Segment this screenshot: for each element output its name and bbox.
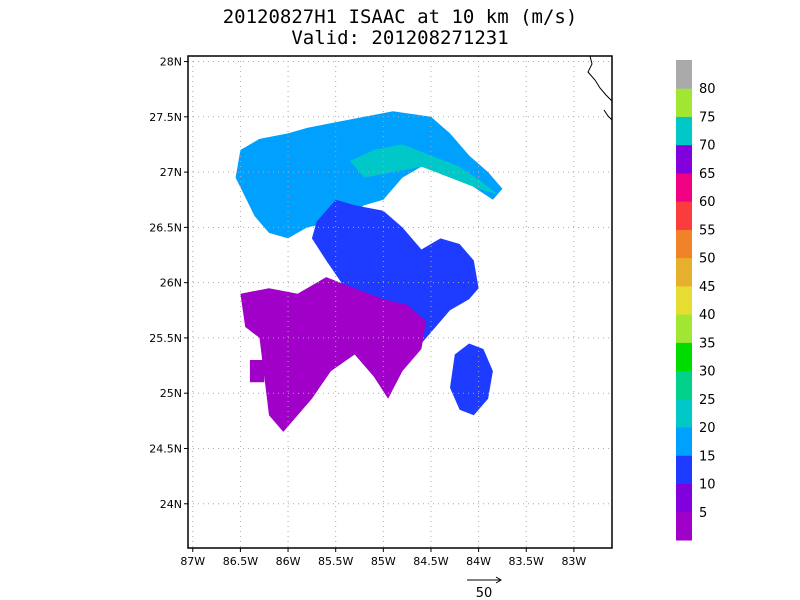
chart-title: 20120827H1 ISAAC at 10 km (m/s) — [222, 6, 578, 28]
colorbar-label: 5 — [699, 506, 707, 521]
colorbar-swatch — [676, 398, 692, 428]
coastline — [587, 55, 613, 121]
lat-tick-label: 26N — [160, 277, 182, 290]
lat-tick-label: 25N — [160, 387, 182, 400]
colorbar-swatch — [676, 172, 692, 202]
lat-tick-label: 24.5N — [149, 442, 182, 455]
colorbar-label: 55 — [699, 223, 716, 238]
colorbar-label: 10 — [699, 478, 716, 493]
colorbar-label: 35 — [699, 336, 716, 351]
colorbar-label: 25 — [699, 393, 716, 408]
lon-tick-label: 84.5W — [413, 555, 448, 568]
lat-tick-label: 25.5N — [149, 332, 182, 345]
map-frame — [187, 55, 613, 549]
wind-region-5 — [249, 360, 265, 383]
wind-region-3 — [450, 343, 493, 416]
colorbar-label: 60 — [699, 195, 716, 210]
colorbar-label: 75 — [699, 111, 716, 126]
wind-speed-field — [235, 111, 503, 432]
lon-tick-label: 83.5W — [509, 555, 544, 568]
latitude-axis: 24N 24.5N 25N 25.5N 26N 26.5N 27N 27.5N 28N — [149, 56, 188, 511]
wind-region-2 — [311, 199, 479, 344]
colorbar-label: 45 — [699, 280, 716, 295]
coastline-segment — [603, 109, 613, 121]
longitude-axis: 87W 86.5W 86W 85.5W 85W 84.5W 84W 83.5W 83W — [180, 548, 586, 568]
lat-tick-label: 24N — [160, 498, 182, 511]
colorbar-label: 65 — [699, 167, 716, 182]
colorbar: 5 10 15 20 25 30 35 40 45 50 55 60 65 70 75 80 — [676, 60, 716, 541]
lon-tick-label: 85W — [371, 555, 396, 568]
colorbar-swatch — [676, 229, 692, 259]
colorbar-swatch — [676, 60, 692, 89]
colorbar-swatch — [676, 427, 692, 456]
colorbar-label: 70 — [699, 139, 716, 154]
colorbar-swatch — [676, 511, 692, 541]
lon-tick-label: 85.5W — [318, 555, 353, 568]
lon-tick-label: 86.5W — [223, 555, 258, 568]
lat-tick-label: 27N — [160, 166, 182, 179]
colorbar-swatch — [676, 342, 692, 372]
colorbar-swatch — [676, 285, 692, 315]
colorbar-label: 40 — [699, 308, 716, 323]
colorbar-swatch — [676, 88, 692, 117]
lon-tick-label: 84W — [466, 555, 491, 568]
colorbar-label: 20 — [699, 421, 716, 436]
colorbar-swatch — [676, 483, 692, 513]
colorbar-label: 50 — [699, 252, 716, 267]
map-grid — [188, 56, 612, 548]
colorbar-swatch — [676, 314, 692, 343]
colorbar-swatch — [676, 257, 692, 287]
colorbar-label: 30 — [699, 365, 716, 380]
reference-vector-label: 50 — [476, 586, 493, 600]
wind-region-1 — [350, 144, 498, 195]
chart-subtitle: Valid: 201208271231 — [291, 27, 509, 49]
coastline-segment — [587, 55, 613, 102]
reference-vector: 50 — [467, 576, 502, 600]
lat-tick-label: 28N — [160, 56, 182, 69]
colorbar-swatch — [676, 370, 692, 400]
colorbar-label: 15 — [699, 449, 716, 464]
colorbar-swatch — [676, 116, 692, 146]
lat-tick-label: 27.5N — [149, 111, 182, 124]
colorbar-swatch — [676, 201, 692, 230]
lon-tick-label: 87W — [180, 555, 205, 568]
wind-region-4 — [240, 277, 427, 432]
lon-tick-label: 86W — [276, 555, 301, 568]
colorbar-label: 80 — [699, 82, 716, 97]
colorbar-swatch — [676, 455, 692, 485]
colorbar-swatch — [676, 144, 692, 174]
reference-arrow-head — [495, 576, 502, 584]
lat-tick-label: 26.5N — [149, 221, 182, 234]
lon-tick-label: 83W — [561, 555, 586, 568]
